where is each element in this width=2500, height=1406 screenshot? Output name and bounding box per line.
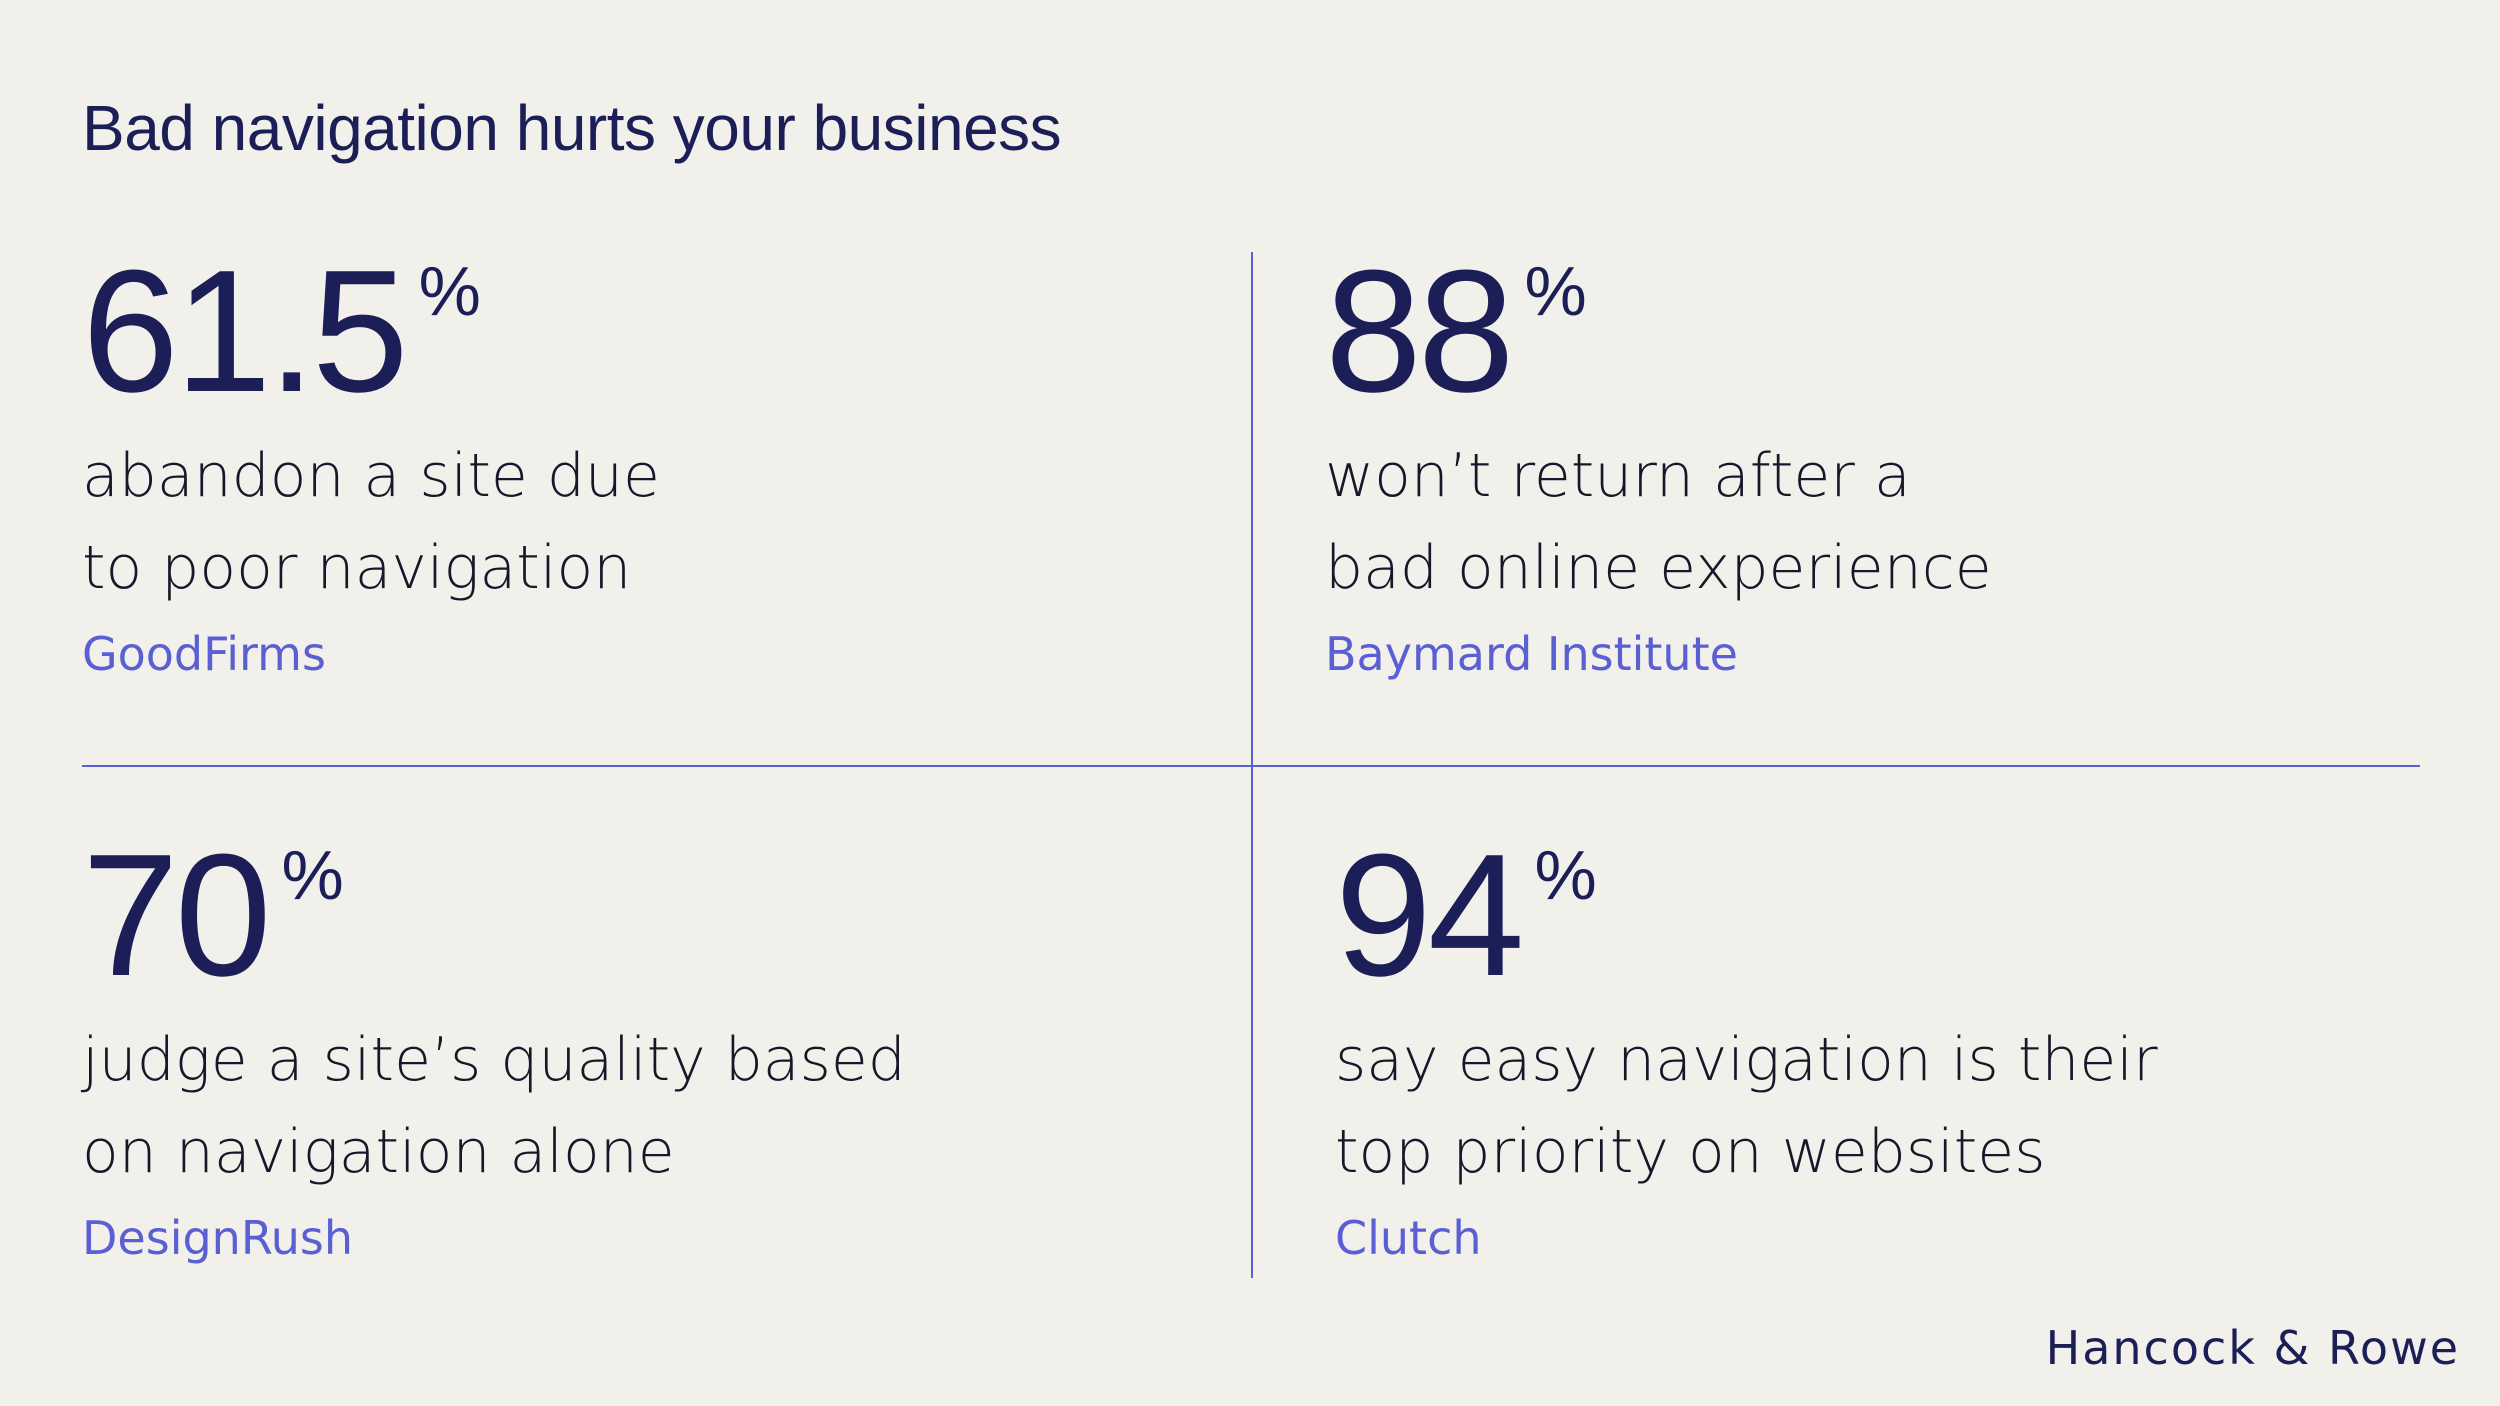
stat-description-line: bad online experience: [1325, 533, 1992, 603]
percent-sign: %: [1534, 836, 1597, 914]
stat-figure: 88 %: [1325, 233, 2405, 428]
stat-description-line: abandon a site due: [82, 441, 660, 511]
stat-description-line: judge a site’s quality based: [82, 1025, 906, 1095]
stat-description: say easy navigation is their top priorit…: [1335, 1014, 2415, 1198]
stat-description: won’t return after a bad online experien…: [1325, 430, 2405, 614]
stat-figure: 70 %: [82, 817, 1162, 1012]
stat-source: GoodFirms: [82, 627, 326, 681]
brand-logo: Hancock & Rowe: [2045, 1321, 2460, 1375]
stat-description: abandon a site due to poor navigation: [82, 430, 1162, 614]
page-title: Bad navigation hurts your business: [82, 92, 1062, 164]
stat-description: judge a site’s quality based on navigati…: [82, 1014, 1162, 1198]
percent-sign: %: [281, 836, 344, 914]
stat-value: 88: [1325, 233, 1515, 428]
stat-value: 94: [1335, 817, 1525, 1012]
stat-card-designrush: 70 % judge a site’s quality based on nav…: [82, 817, 1162, 1268]
stat-description-line: won’t return after a: [1325, 441, 1911, 511]
stat-figure: 61.5 %: [82, 233, 1162, 428]
percent-sign: %: [1524, 252, 1587, 330]
percent-sign: %: [418, 252, 481, 330]
stat-figure: 94 %: [1335, 817, 2415, 1012]
stat-value: 61.5: [82, 233, 409, 428]
stat-description-line: to poor navigation: [82, 533, 632, 603]
stat-source: Baymard Institute: [1325, 627, 1738, 681]
stat-description-line: top priority on websites: [1335, 1117, 2046, 1187]
stat-value: 70: [82, 817, 272, 1012]
stat-card-clutch: 94 % say easy navigation is their top pr…: [1335, 817, 2415, 1268]
stat-source: Clutch: [1335, 1211, 1482, 1265]
horizontal-divider: [82, 765, 2420, 767]
stat-description-line: say easy navigation is their: [1335, 1025, 2158, 1095]
stat-card-baymard: 88 % won’t return after a bad online exp…: [1325, 233, 2405, 684]
stat-card-goodfirms: 61.5 % abandon a site due to poor naviga…: [82, 233, 1162, 684]
stat-description-line: on navigation alone: [82, 1117, 675, 1187]
stat-source: DesignRush: [82, 1211, 353, 1265]
